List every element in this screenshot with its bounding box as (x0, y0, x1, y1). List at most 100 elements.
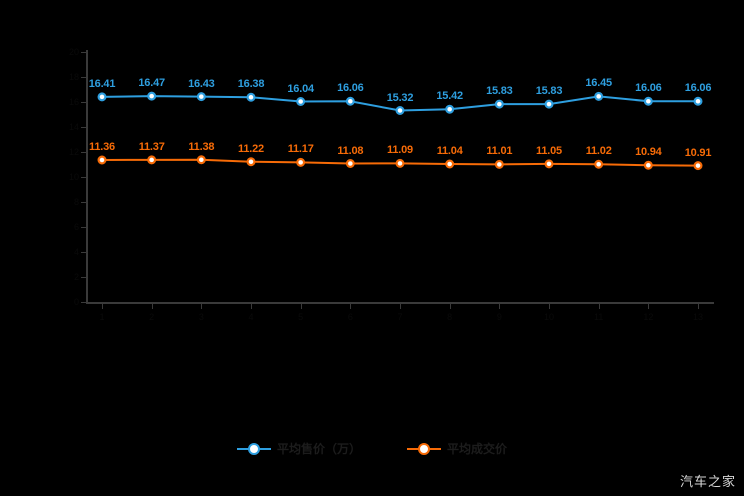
y-axis-tick-label: 10 (68, 172, 79, 182)
x-axis-tick (201, 304, 203, 309)
x-axis-tick (449, 304, 451, 309)
data-label: 16.38 (237, 78, 265, 91)
x-axis-tick-label: 3 (198, 312, 204, 322)
y-axis-line (86, 50, 88, 304)
x-axis-tick-label: 13 (692, 312, 704, 322)
legend-label-1: 平均成交价 (447, 442, 508, 456)
data-point[interactable] (594, 159, 604, 169)
data-label: 16.06 (684, 82, 712, 95)
y-axis-tick (81, 102, 87, 103)
data-point[interactable] (345, 158, 355, 168)
data-label: 15.83 (535, 85, 563, 98)
data-label: 16.45 (585, 77, 612, 90)
x-axis-tick (151, 304, 153, 309)
x-axis-tick (102, 304, 103, 309)
y-axis-tick (81, 177, 87, 178)
data-point[interactable] (246, 92, 256, 102)
y-axis-tick (81, 302, 87, 303)
data-label: 11.09 (387, 144, 413, 157)
x-axis-tick-label: 2 (149, 312, 155, 322)
data-label: 15.42 (436, 90, 463, 103)
x-axis-tick (251, 304, 252, 309)
x-axis-tick-label: 7 (397, 312, 403, 322)
x-axis-tick-label: 6 (347, 312, 353, 322)
data-point[interactable] (395, 105, 405, 115)
data-point[interactable] (395, 158, 405, 168)
data-point[interactable] (445, 159, 455, 169)
x-axis-tick-label: 10 (543, 312, 555, 322)
data-point[interactable] (445, 104, 455, 114)
x-axis-tick (648, 304, 650, 309)
legend-label-0: 平均售价（万） (276, 442, 361, 456)
y-axis-tick (81, 152, 87, 153)
data-point[interactable] (594, 91, 604, 101)
data-label: 11.22 (238, 142, 264, 155)
x-axis-tick (698, 304, 699, 309)
x-axis-tick-label: 12 (643, 312, 654, 322)
x-axis-tick-label: 11 (593, 312, 604, 322)
data-label: 11.08 (337, 144, 364, 157)
data-label: 16.47 (138, 77, 165, 90)
y-axis-tick-label: 0 (73, 297, 79, 307)
data-label: 15.83 (486, 85, 513, 98)
data-point[interactable] (147, 155, 157, 165)
data-point[interactable] (643, 160, 653, 170)
data-label: 11.38 (188, 140, 215, 153)
y-axis-tick-label: 8 (73, 197, 79, 207)
data-label: 11.37 (138, 140, 165, 153)
data-point[interactable] (196, 155, 206, 165)
x-axis-tick (598, 304, 600, 309)
y-axis-tick-label: 6 (73, 222, 79, 232)
data-label: 16.06 (635, 82, 662, 95)
x-axis-tick (300, 304, 302, 309)
data-point[interactable] (643, 96, 653, 106)
data-point[interactable] (296, 157, 306, 167)
data-point[interactable] (296, 96, 306, 106)
y-axis-tick (81, 127, 87, 128)
data-label: 11.36 (89, 141, 115, 153)
data-label: 10.91 (684, 146, 712, 159)
plot-area: 16.41 16.47 16.43 16.38 16.04 16.06 15.32 15.42… (69, 47, 712, 322)
x-axis-tick (499, 304, 501, 309)
data-point[interactable] (246, 157, 256, 167)
x-axis-tick-label: 5 (298, 312, 304, 322)
data-point[interactable] (97, 155, 107, 165)
data-label: 11.05 (536, 144, 562, 157)
data-label: 11.02 (585, 145, 612, 158)
series-svg (97, 91, 703, 171)
data-label: 16.41 (88, 77, 116, 90)
y-axis-tick (81, 77, 87, 78)
data-point[interactable] (544, 159, 554, 169)
y-axis-tick (81, 277, 87, 278)
data-point[interactable] (97, 92, 107, 102)
y-axis-tick-label: 18 (68, 72, 79, 82)
data-label: 10.94 (635, 146, 662, 159)
y-axis-tick (81, 227, 87, 228)
data-point[interactable] (544, 99, 554, 109)
data-point[interactable] (196, 92, 206, 102)
data-point[interactable] (494, 159, 504, 169)
legend-item-1[interactable]: 平均成交价 (407, 440, 507, 457)
data-label: 11.01 (486, 145, 513, 158)
data-label: 11.04 (436, 145, 463, 157)
watermark-autohome: 汽车之家 (679, 475, 736, 490)
x-axis-tick-label: 1 (99, 312, 105, 322)
data-label: 16.06 (337, 82, 364, 95)
data-point[interactable] (693, 161, 703, 171)
data-label: 15.32 (386, 91, 414, 104)
data-point[interactable] (345, 96, 355, 106)
data-point[interactable] (693, 96, 703, 106)
x-axis-tick (549, 304, 550, 309)
data-point[interactable] (147, 91, 157, 101)
y-axis-tick-label: 16 (68, 97, 79, 107)
chart-legend: 平均售价（万） 平均成交价 (0, 440, 744, 457)
y-axis-tick-label: 20 (68, 47, 79, 57)
data-point[interactable] (494, 99, 504, 109)
y-axis-tick-label: 2 (73, 272, 79, 282)
data-label: 16.43 (188, 77, 215, 90)
y-axis-tick-label: 12 (68, 147, 79, 157)
legend-item-0[interactable]: 平均售价（万） (236, 440, 361, 457)
data-label: 11.17 (287, 143, 314, 156)
y-axis-tick-label: 4 (73, 247, 79, 257)
